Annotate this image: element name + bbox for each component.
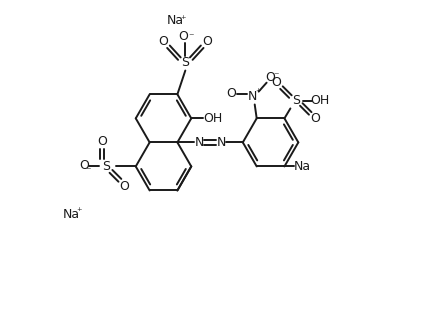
Text: O: O — [119, 180, 129, 193]
Text: O: O — [272, 76, 281, 89]
Text: S: S — [292, 94, 300, 107]
Text: ⁻: ⁻ — [85, 166, 91, 176]
Text: OH: OH — [203, 112, 223, 125]
Text: Na: Na — [294, 160, 311, 173]
Text: OH: OH — [310, 94, 330, 107]
Text: O: O — [310, 112, 320, 125]
Text: O: O — [97, 135, 107, 148]
Text: O: O — [266, 71, 276, 84]
Text: N: N — [194, 136, 204, 149]
Text: ⁺: ⁺ — [76, 207, 82, 217]
Text: O: O — [178, 30, 188, 43]
Text: Na: Na — [167, 14, 184, 27]
Text: Na: Na — [63, 208, 80, 220]
Text: O: O — [79, 159, 89, 172]
Text: N: N — [216, 136, 226, 149]
Text: N: N — [248, 90, 258, 103]
Text: ⁺: ⁺ — [181, 15, 186, 25]
Text: ⁻: ⁻ — [189, 32, 194, 42]
Text: O: O — [202, 35, 212, 48]
Text: ⁺: ⁺ — [255, 87, 261, 98]
Text: O: O — [226, 87, 236, 100]
Text: ⁻: ⁻ — [274, 72, 279, 82]
Text: S: S — [102, 160, 110, 173]
Text: S: S — [181, 56, 189, 69]
Text: O: O — [159, 35, 168, 48]
